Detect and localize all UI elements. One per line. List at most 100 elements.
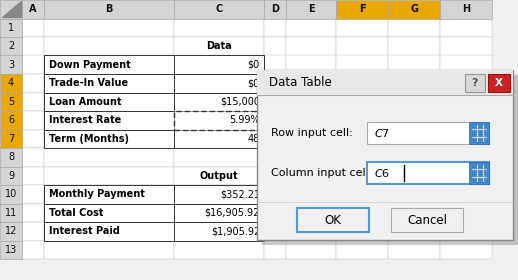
Bar <box>440 130 492 148</box>
Text: 8: 8 <box>8 152 14 162</box>
Bar <box>469 162 489 184</box>
Bar <box>367 162 489 184</box>
Bar <box>367 122 489 144</box>
Text: $0: $0 <box>248 60 260 70</box>
Text: 7: 7 <box>8 134 14 144</box>
Bar <box>488 74 510 92</box>
Bar <box>336 92 388 111</box>
Bar <box>174 111 264 129</box>
Bar <box>174 92 264 111</box>
Text: Interest Paid: Interest Paid <box>49 226 120 236</box>
Bar <box>257 70 513 240</box>
Text: 24: 24 <box>424 78 436 88</box>
Text: 11: 11 <box>5 208 17 218</box>
Bar <box>174 92 264 111</box>
Text: 5.99%: 5.99% <box>229 115 260 125</box>
Bar <box>44 204 174 222</box>
Bar <box>174 204 264 222</box>
Bar <box>22 92 44 111</box>
Bar <box>440 185 492 204</box>
Bar <box>264 0 286 18</box>
Bar <box>465 74 485 92</box>
Bar <box>440 74 492 92</box>
Text: 48: 48 <box>248 134 260 144</box>
Text: 12: 12 <box>5 226 17 236</box>
Bar <box>44 130 174 148</box>
Bar <box>44 167 174 185</box>
Text: Interest Rate: Interest Rate <box>49 115 121 125</box>
Text: 4: 4 <box>8 78 14 88</box>
Bar <box>44 55 174 74</box>
Text: Data: Data <box>206 41 232 51</box>
Bar <box>22 167 44 185</box>
Bar <box>286 92 336 111</box>
Text: Monthly Payment: Monthly Payment <box>49 189 145 199</box>
Text: Down Payment: Down Payment <box>49 60 131 70</box>
Bar <box>388 241 440 259</box>
Bar <box>0 18 22 37</box>
Bar <box>440 241 492 259</box>
Bar <box>286 130 336 148</box>
Bar <box>174 148 264 167</box>
Bar <box>264 204 286 222</box>
Bar <box>388 74 440 92</box>
Text: 4%: 4% <box>341 115 356 125</box>
Bar <box>440 111 492 129</box>
Bar <box>336 222 388 241</box>
Bar <box>286 92 336 111</box>
Bar <box>388 111 440 129</box>
Bar <box>297 208 369 232</box>
Text: Loan Amount: Loan Amount <box>49 97 122 107</box>
Text: $15,000: $15,000 <box>220 97 260 107</box>
Bar <box>174 55 264 74</box>
Bar <box>440 167 492 185</box>
Bar <box>44 74 174 92</box>
Bar <box>22 0 44 18</box>
Bar <box>286 55 336 74</box>
Bar <box>336 148 388 167</box>
Bar <box>44 130 174 148</box>
Bar <box>264 92 286 111</box>
Bar <box>44 0 174 18</box>
Text: Column input cell:: Column input cell: <box>271 168 372 178</box>
Bar <box>440 0 492 18</box>
Text: Row input cell:: Row input cell: <box>271 128 353 138</box>
Bar <box>286 130 336 148</box>
Bar <box>44 74 174 92</box>
Text: B: B <box>105 4 113 14</box>
Bar <box>286 204 336 222</box>
Bar <box>22 111 44 129</box>
Text: 13: 13 <box>5 245 17 255</box>
Bar <box>264 111 286 129</box>
Bar <box>440 18 492 37</box>
Bar <box>0 74 22 92</box>
Bar <box>44 111 174 129</box>
Bar <box>174 55 264 74</box>
Bar <box>22 204 44 222</box>
Bar <box>388 92 440 111</box>
Bar <box>44 111 174 129</box>
Bar <box>174 222 264 241</box>
Bar <box>336 92 388 111</box>
Bar <box>388 74 440 92</box>
Bar <box>174 111 264 129</box>
Text: 2%: 2% <box>341 97 356 107</box>
Bar <box>44 55 174 74</box>
Text: 5: 5 <box>8 97 14 107</box>
Bar <box>440 92 492 111</box>
Bar <box>0 185 22 204</box>
Text: 6: 6 <box>8 115 14 125</box>
Bar <box>264 74 286 92</box>
Bar <box>22 241 44 259</box>
Text: Data Table: Data Table <box>269 76 332 89</box>
Bar <box>44 185 174 204</box>
Bar <box>391 208 463 232</box>
Bar <box>174 37 264 55</box>
Bar <box>388 130 440 148</box>
Bar <box>388 92 440 111</box>
Text: C: C <box>215 4 223 14</box>
Bar <box>22 74 44 92</box>
Bar <box>336 74 388 92</box>
Bar <box>174 74 264 92</box>
Bar <box>0 148 22 167</box>
